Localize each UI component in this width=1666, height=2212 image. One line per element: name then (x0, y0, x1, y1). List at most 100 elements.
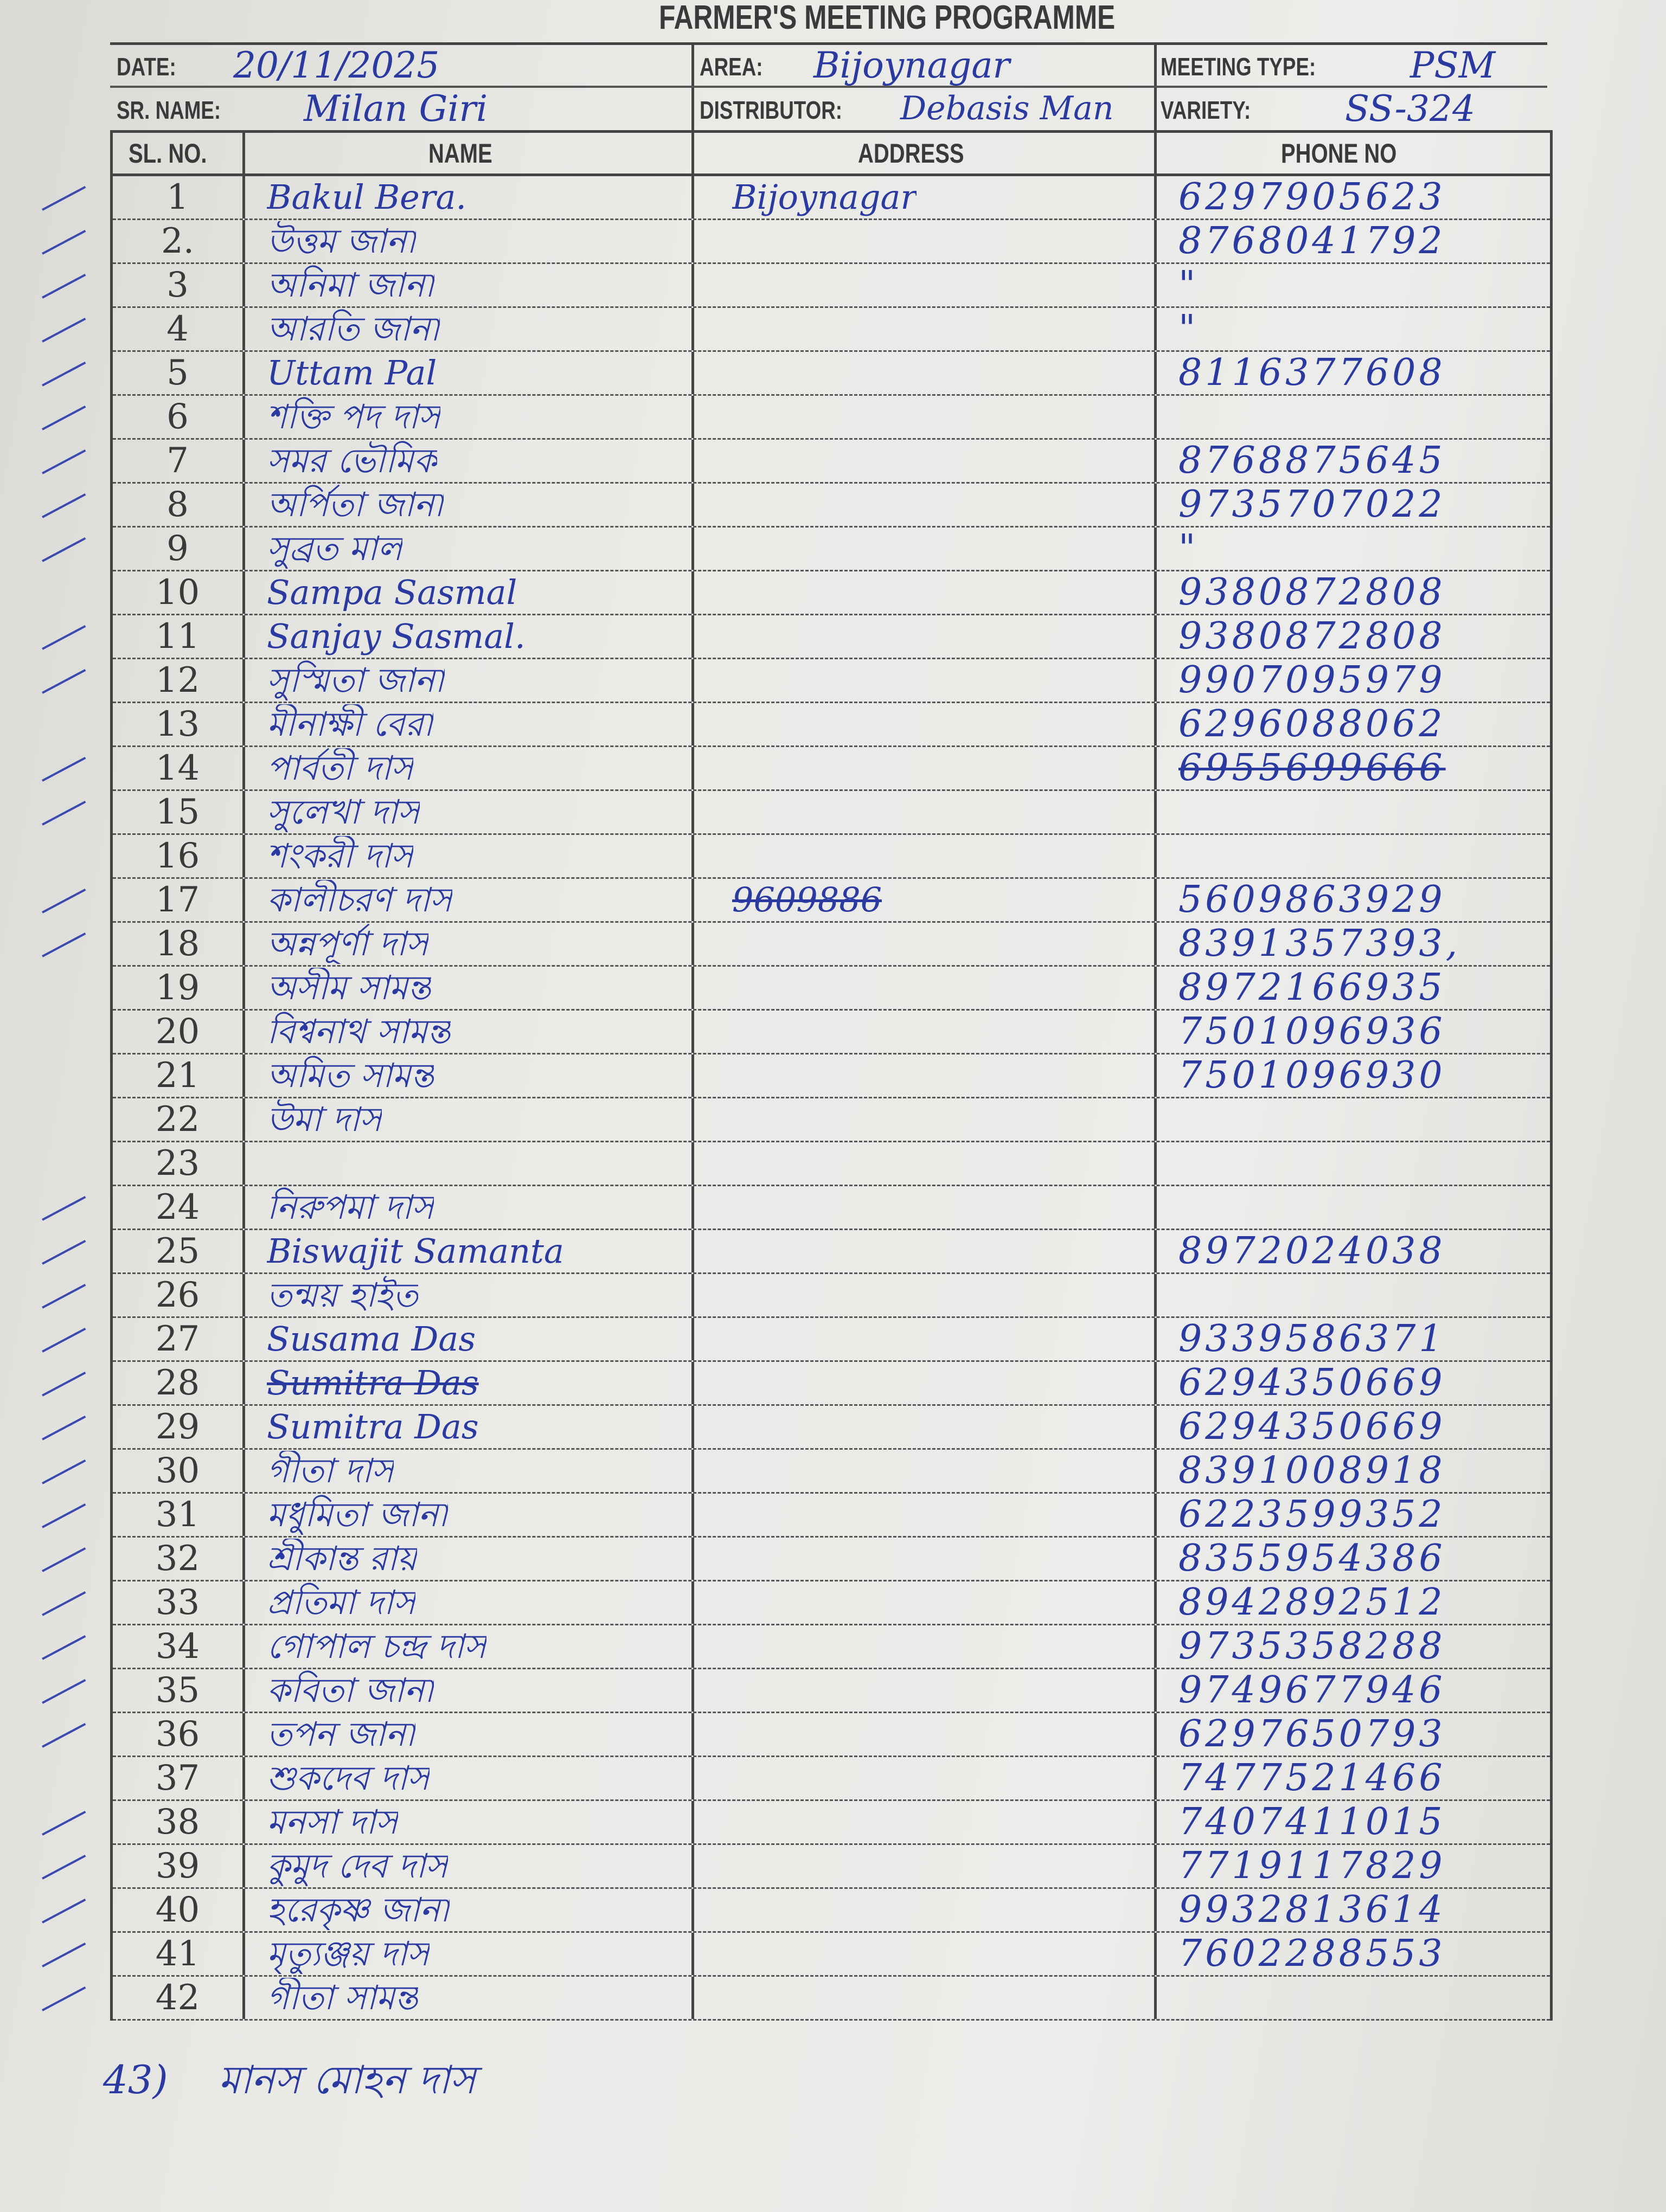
name-cell-text: সুব্রত মাল (267, 529, 402, 568)
name-cell: অসীম সামন্ত (245, 967, 694, 1009)
sl-cell-text: 16 (155, 836, 200, 876)
sl-cell-text: 33 (155, 1583, 200, 1623)
sl-cell-text: 28 (155, 1363, 200, 1403)
sl-cell: 22 (113, 1098, 245, 1141)
check-mark-icon (31, 1455, 91, 1488)
phone-cell-text: 6294350669 (1178, 1363, 1446, 1403)
name-cell-text: পার্বতী দাস (267, 748, 414, 788)
phone-cell-text: 6296088062 (1178, 704, 1446, 744)
name-cell: মধুমিতা জানা (245, 1494, 694, 1536)
distributor-label: DISTRIBUTOR: (700, 98, 878, 123)
sl-cell-text: 34 (155, 1626, 200, 1667)
name-cell-text: হরেকৃষ্ণ জানা (267, 1890, 450, 1930)
table-row: 23 (113, 1142, 1550, 1186)
sl-cell: 21 (113, 1054, 245, 1097)
address-cell (694, 1406, 1157, 1448)
sl-cell: 34 (113, 1625, 245, 1668)
phone-cell-text: 8972166935 (1178, 968, 1446, 1008)
table-body: 1 Bakul Bera. Bijoynagar 6297905623 2. উত্তম … (113, 176, 1550, 2021)
address-cell (694, 308, 1157, 350)
address-cell (694, 1977, 1157, 2019)
address-cell (694, 571, 1157, 614)
name-cell-text: Uttam Pal (267, 353, 437, 393)
sl-cell: 17 (113, 879, 245, 921)
sl-cell: 23 (113, 1142, 245, 1185)
sl-cell: 37 (113, 1757, 245, 1799)
table-row: 1 Bakul Bera. Bijoynagar 6297905623 (113, 176, 1550, 220)
name-cell-text: গীতা দাস (267, 1451, 394, 1490)
name-cell: Susama Das (245, 1318, 694, 1360)
check-mark-icon (31, 1543, 91, 1576)
sl-cell: 10 (113, 571, 245, 614)
name-cell: গীতা সামন্ত (245, 1977, 694, 2019)
phone-cell-text: " (1178, 529, 1199, 569)
table-row: 38 মনসা দাস 7407411015 (113, 1801, 1550, 1845)
address-cell (694, 396, 1157, 438)
sl-cell-text: 1 (166, 177, 189, 217)
phone-cell-text: 9907095979 (1178, 660, 1446, 700)
name-cell-text: শংকরী দাস (267, 836, 413, 876)
name-cell-text: শক্তি পদ দাস (267, 397, 441, 436)
name-cell: মনসা দাস (245, 1801, 694, 1843)
column-header-name: NAME (245, 133, 694, 173)
check-mark-icon (31, 1367, 91, 1400)
form-title: FARMER'S MEETING PROGRAMME (659, 1, 1229, 35)
name-cell-text: তপন জানা (267, 1714, 415, 1754)
sl-cell-text: 24 (155, 1187, 200, 1227)
address-cell (694, 835, 1157, 877)
sl-cell: 27 (113, 1318, 245, 1360)
name-cell: আরতি জানা (245, 308, 694, 350)
phone-cell: 8391008918 (1157, 1450, 1550, 1492)
address-cell (694, 747, 1157, 789)
check-mark-icon (31, 313, 91, 346)
phone-cell: 6294350669 (1157, 1362, 1550, 1404)
address-cell: Bijoynagar (694, 176, 1157, 218)
phone-cell: 6223599352 (1157, 1494, 1550, 1536)
address-cell (694, 1933, 1157, 1975)
table-row: 34 গোপাল চন্দ্র দাস 9735358288 (113, 1625, 1550, 1669)
phone-cell-text: 9749677946 (1178, 1670, 1446, 1711)
phone-cell-text: 6297905623 (1178, 177, 1446, 217)
phone-cell (1157, 1977, 1550, 2019)
address-cell (694, 1362, 1157, 1404)
check-mark-icon (31, 1236, 91, 1268)
phone-cell: 9749677946 (1157, 1669, 1550, 1712)
sl-cell: 20 (113, 1011, 245, 1053)
address-cell (694, 220, 1157, 262)
name-cell: হরেকৃষ্ণ জানা (245, 1889, 694, 1931)
name-cell: শুকদেব দাস (245, 1757, 694, 1799)
name-cell: Sampa Sasmal (245, 571, 694, 614)
table-row: 22 উমা দাস (113, 1098, 1550, 1142)
name-cell: কালীচরণ দাস (245, 879, 694, 921)
sl-cell: 31 (113, 1494, 245, 1536)
sl-cell-text: 29 (155, 1407, 200, 1447)
phone-cell: 8768041792 (1157, 220, 1550, 262)
address-cell (694, 1845, 1157, 1887)
sl-cell-text: 26 (155, 1275, 200, 1315)
phone-cell-text: 6294350669 (1178, 1407, 1446, 1447)
table-row: 4 আরতি জানা " (113, 308, 1550, 352)
sl-cell-text: 38 (155, 1802, 200, 1842)
sl-cell-text: 37 (155, 1758, 200, 1798)
address-cell (694, 352, 1157, 394)
phone-cell-text: 7719117829 (1178, 1846, 1446, 1886)
name-cell-text: অনিমা জানা (267, 265, 434, 305)
name-cell: তপন জানা (245, 1713, 694, 1756)
phone-cell: 7501096936 (1157, 1011, 1550, 1053)
check-mark-icon (31, 269, 91, 302)
address-cell (694, 1450, 1157, 1492)
table-row: 24 নিরুপমা দাস (113, 1186, 1550, 1230)
phone-cell: 7477521466 (1157, 1757, 1550, 1799)
phone-cell: " (1157, 528, 1550, 570)
phone-cell-text: 8768875645 (1178, 441, 1446, 481)
name-cell-text: সুলেখা দাস (267, 792, 420, 832)
sl-cell: 18 (113, 923, 245, 965)
table-row: 27 Susama Das 9339586371 (113, 1318, 1550, 1362)
name-cell: কবিতা জানা (245, 1669, 694, 1712)
phone-cell-text: 8116377608 (1178, 353, 1446, 393)
check-mark-icon (31, 1631, 91, 1663)
sl-cell-text: 9 (166, 529, 189, 569)
name-cell (245, 1142, 694, 1185)
sl-cell-text: 31 (155, 1495, 200, 1535)
name-cell: গীতা দাস (245, 1450, 694, 1492)
